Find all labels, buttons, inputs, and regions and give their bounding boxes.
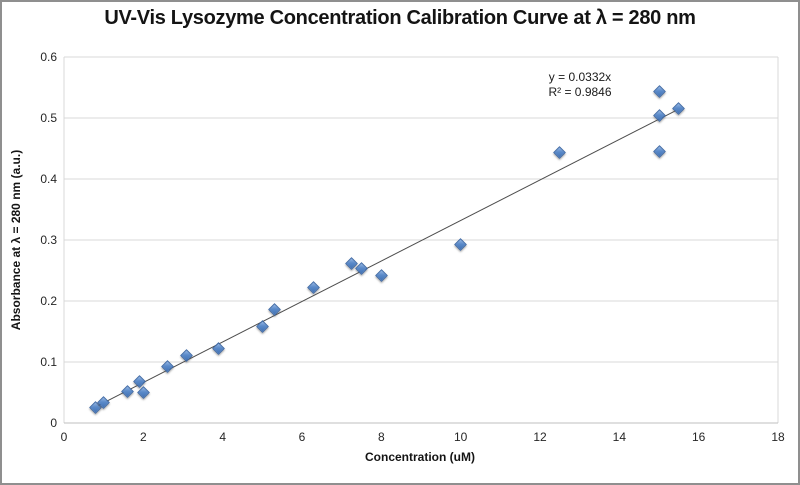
y-axis-title: Absorbance at λ = 280 nm (a.u.) [9,149,23,331]
y-tick-label: 0.2 [40,294,57,308]
x-tick-label: 12 [533,430,547,444]
trendline-equation: y = 0.0332x [548,70,612,84]
x-tick-label: 2 [139,430,147,444]
y-tick-label: 0.1 [40,355,57,369]
x-tick-label: 6 [298,430,306,444]
trendline-annotation: y = 0.0332x R² = 0.9846 [538,70,622,100]
y-tick-label: 0.6 [40,50,57,64]
x-tick-label: 0 [60,430,68,444]
y-tick-label: 0.4 [40,172,57,186]
x-tick-label: 4 [219,430,226,444]
trendline-r-squared: R² = 0.9846 [548,85,612,99]
x-tick-label: 18 [771,430,785,444]
x-axis-title: Concentration (uM) [365,450,475,464]
x-tick-label: 16 [691,430,706,444]
x-tick-label: 10 [453,430,468,444]
chart-title: UV-Vis Lysozyme Concentration Calibratio… [104,7,696,29]
x-tick-label: 14 [612,430,626,444]
y-tick-label: 0.3 [40,233,57,247]
x-tick-label: 8 [377,430,385,444]
y-tick-label: 0 [50,416,57,430]
y-tick-label: 0.5 [40,111,57,125]
